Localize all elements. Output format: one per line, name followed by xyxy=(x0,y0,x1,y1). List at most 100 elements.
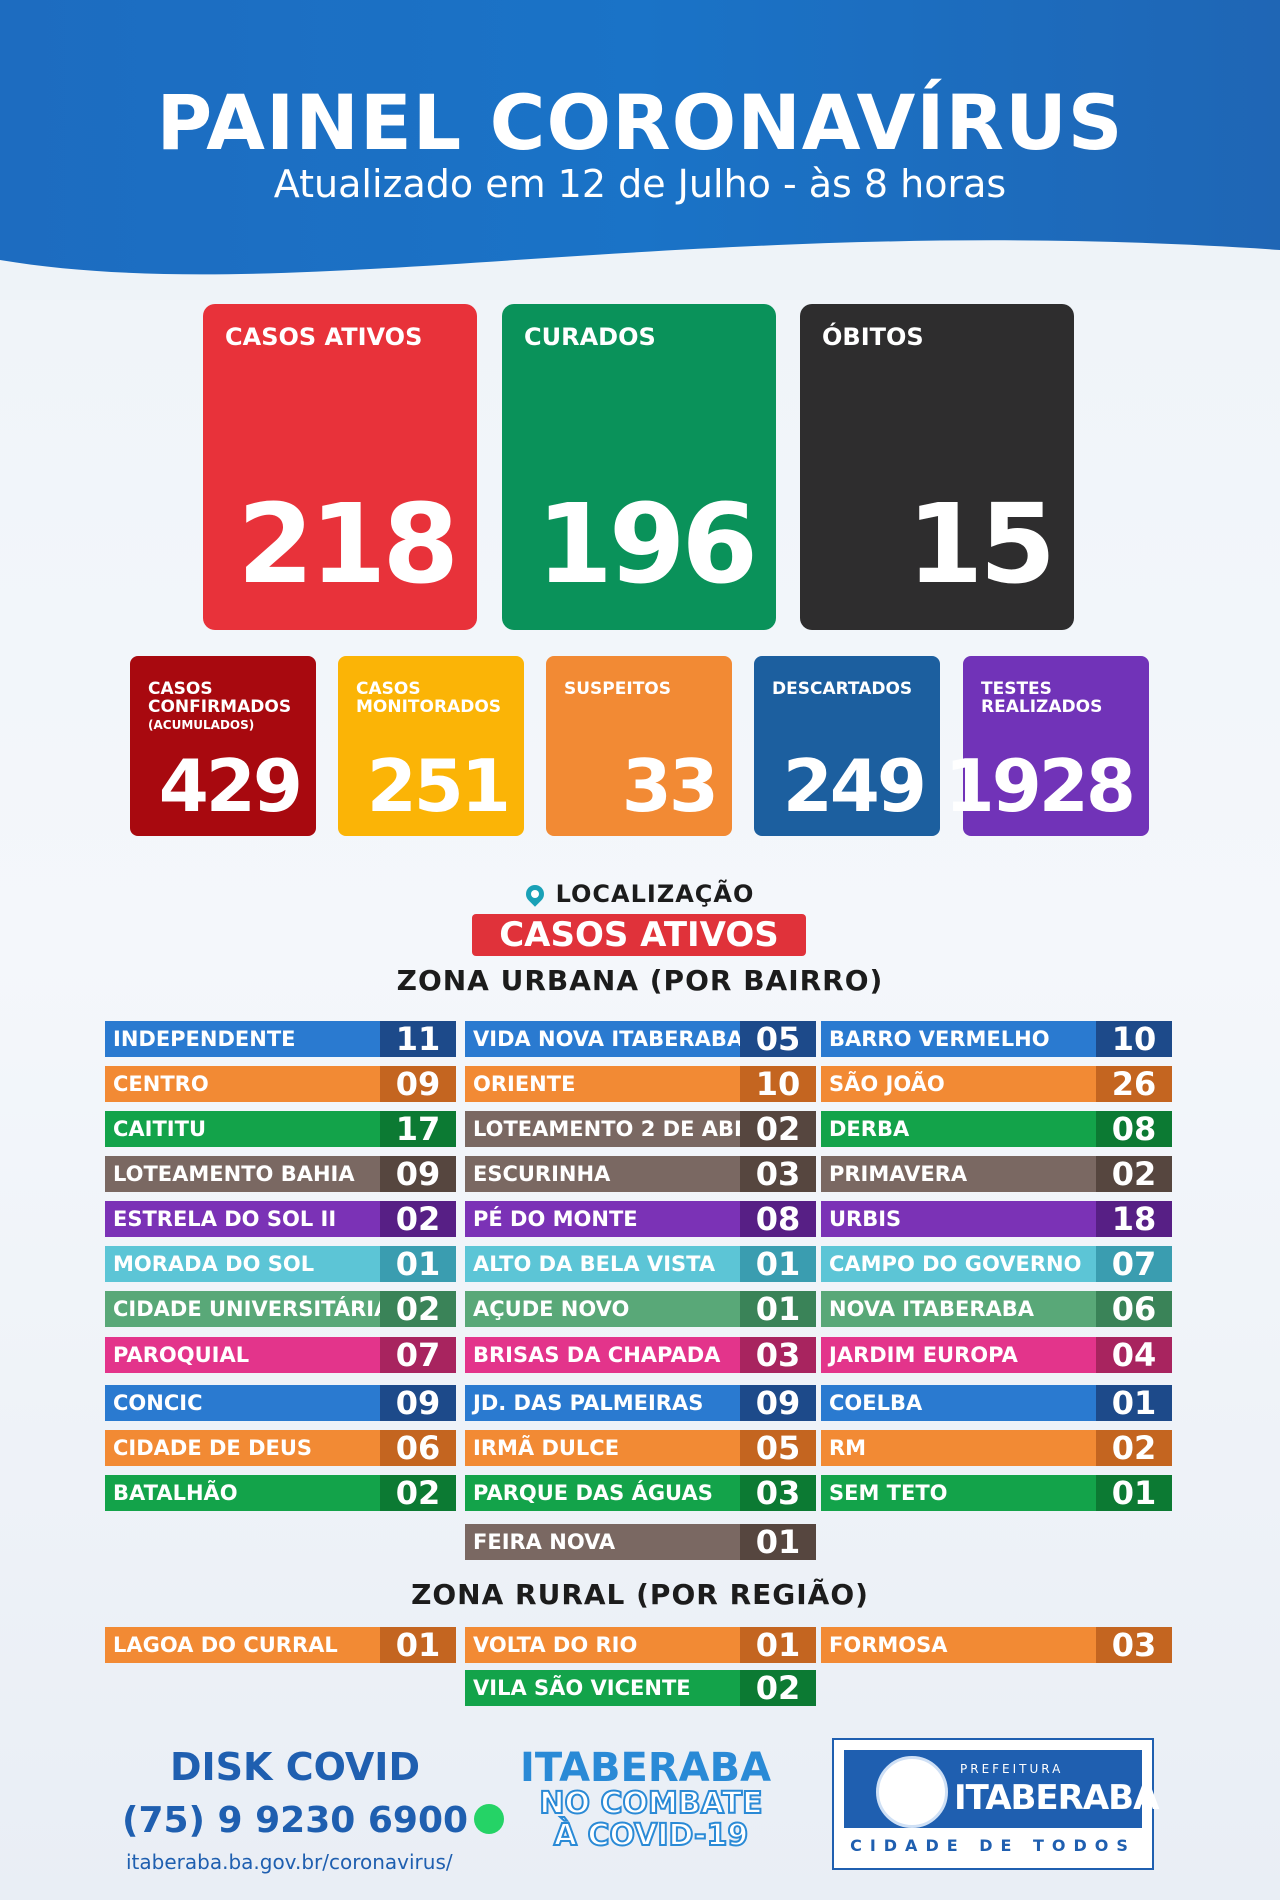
neighborhood-row: PAROQUIAL 07 xyxy=(105,1337,456,1373)
card-label: CASOS CONFIRMADOS (ACUMULADOS) xyxy=(148,679,292,732)
neighborhood-row: CENTRO 09 xyxy=(105,1066,456,1102)
neighborhood-count: 06 xyxy=(1096,1291,1172,1327)
card-value: 196 xyxy=(536,480,758,608)
neighborhood-row: SEM TETO 01 xyxy=(821,1475,1172,1511)
neighborhood-name: LOTEAMENTO 2 DE ABRIL xyxy=(473,1117,740,1141)
neighborhood-name: CIDADE UNIVERSITÁRIA xyxy=(113,1297,380,1321)
phone-number[interactable]: (75) 9 9230 6900 xyxy=(122,1800,505,1841)
neighborhood-name: CAMPO DO GOVERNO xyxy=(829,1252,1082,1276)
page-subtitle: Atualizado em 12 de Julho - às 8 horas xyxy=(273,162,1007,206)
neighborhood-count: 01 xyxy=(740,1291,816,1327)
neighborhood-name: VILA SÃO VICENTE xyxy=(473,1676,691,1700)
neighborhood-count: 09 xyxy=(380,1066,456,1102)
neighborhood-count: 02 xyxy=(740,1670,816,1706)
neighborhood-name: PRIMAVERA xyxy=(829,1162,968,1186)
neighborhood-name: ESTRELA DO SOL II xyxy=(113,1207,337,1231)
neighborhood-count: 17 xyxy=(380,1111,456,1147)
card-casos-monitorados: CASOS MONITORADOS 251 xyxy=(338,656,524,836)
card-value: 218 xyxy=(237,480,459,608)
neighborhood-name: SÃO JOÃO xyxy=(829,1072,945,1096)
neighborhood-name: LAGOA DO CURRAL xyxy=(113,1633,338,1657)
neighborhood-row: CONCIC 09 xyxy=(105,1385,456,1421)
card-label: CASOS ATIVOS xyxy=(225,323,423,351)
neighborhood-name: PAROQUIAL xyxy=(113,1343,250,1367)
neighborhood-count: 07 xyxy=(1096,1246,1172,1282)
card-label: DESCARTADOS xyxy=(772,679,913,699)
neighborhood-name: CENTRO xyxy=(113,1072,209,1096)
neighborhood-name: PARQUE DAS ÁGUAS xyxy=(473,1481,713,1505)
neighborhood-count: 03 xyxy=(740,1337,816,1373)
neighborhood-row: ALTO DA BELA VISTA 01 xyxy=(465,1246,816,1282)
neighborhood-row: PÉ DO MONTE 08 xyxy=(465,1201,816,1237)
urban-zone-title: ZONA URBANA (POR BAIRRO) xyxy=(396,964,884,997)
neighborhood-name: INDEPENDENTE xyxy=(113,1027,296,1051)
neighborhood-row: FEIRA NOVA 01 xyxy=(465,1524,816,1560)
neighborhood-name: JARDIM EUROPA xyxy=(829,1343,1018,1367)
card-curados: CURADOS 196 xyxy=(502,304,776,630)
neighborhood-row: ESCURINHA 03 xyxy=(465,1156,816,1192)
card-value: 249 xyxy=(782,744,927,828)
neighborhood-name: COELBA xyxy=(829,1391,923,1415)
neighborhood-count: 18 xyxy=(1096,1201,1172,1237)
neighborhood-name: JD. DAS PALMEIRAS xyxy=(473,1391,704,1415)
card-casos-confirmados: CASOS CONFIRMADOS (ACUMULADOS) 429 xyxy=(130,656,316,836)
neighborhood-count: 02 xyxy=(1096,1156,1172,1192)
card-suspeitos: SUSPEITOS 33 xyxy=(546,656,732,836)
neighborhood-name: VIDA NOVA ITABERABA xyxy=(473,1027,740,1051)
neighborhood-name: LOTEAMENTO BAHIA xyxy=(113,1162,355,1186)
neighborhood-name: ESCURINHA xyxy=(473,1162,611,1186)
location-pin-icon xyxy=(521,881,548,907)
neighborhood-count: 10 xyxy=(1096,1021,1172,1057)
neighborhood-name: BATALHÃO xyxy=(113,1481,238,1505)
header-banner xyxy=(0,0,1280,300)
neighborhood-count: 04 xyxy=(1096,1337,1172,1373)
neighborhood-count: 06 xyxy=(380,1430,456,1466)
neighborhood-row: BRISAS DA CHAPADA 03 xyxy=(465,1337,816,1373)
neighborhood-row: AÇUDE NOVO 01 xyxy=(465,1291,816,1327)
neighborhood-name: CONCIC xyxy=(113,1391,203,1415)
card-value: 15 xyxy=(906,480,1056,608)
neighborhood-name: CIDADE DE DEUS xyxy=(113,1436,313,1460)
whatsapp-icon xyxy=(474,1804,505,1834)
card-value: 33 xyxy=(621,744,719,828)
neighborhood-row: BATALHÃO 02 xyxy=(105,1475,456,1511)
neighborhood-name: CAITITU xyxy=(113,1117,206,1141)
neighborhood-count: 02 xyxy=(1096,1430,1172,1466)
neighborhood-row: ORIENTE 10 xyxy=(465,1066,816,1102)
active-cases-badge: CASOS ATIVOS xyxy=(472,914,806,956)
neighborhood-row: DERBA 08 xyxy=(821,1111,1172,1147)
card-obitos: ÓBITOS 15 xyxy=(800,304,1074,630)
card-label: CURADOS xyxy=(524,323,656,351)
neighborhood-row: LOTEAMENTO BAHIA 09 xyxy=(105,1156,456,1192)
neighborhood-name: BRISAS DA CHAPADA xyxy=(473,1343,721,1367)
neighborhood-name: RM xyxy=(829,1436,867,1460)
neighborhood-count: 07 xyxy=(380,1337,456,1373)
neighborhood-row: NOVA ITABERABA 06 xyxy=(821,1291,1172,1327)
neighborhood-count: 26 xyxy=(1096,1066,1172,1102)
card-value: 429 xyxy=(158,744,303,828)
neighborhood-count: 01 xyxy=(1096,1475,1172,1511)
neighborhood-name: BARRO VERMELHO xyxy=(829,1027,1050,1051)
neighborhood-count: 03 xyxy=(1096,1627,1172,1663)
neighborhood-row: BARRO VERMELHO 10 xyxy=(821,1021,1172,1057)
neighborhood-row: ESTRELA DO SOL II 02 xyxy=(105,1201,456,1237)
neighborhood-row: LAGOA DO CURRAL 01 xyxy=(105,1627,456,1663)
slogan-city: ITABERABA xyxy=(520,1745,772,1791)
neighborhood-count: 02 xyxy=(380,1475,456,1511)
neighborhood-count: 10 xyxy=(740,1066,816,1102)
neighborhood-count: 05 xyxy=(740,1430,816,1466)
neighborhood-row: CIDADE DE DEUS 06 xyxy=(105,1430,456,1466)
neighborhood-name: VOLTA DO RIO xyxy=(473,1633,638,1657)
neighborhood-row: INDEPENDENTE 11 xyxy=(105,1021,456,1057)
website-link[interactable]: itaberaba.ba.gov.br/coronavirus/ xyxy=(126,1850,453,1874)
neighborhood-row: JARDIM EUROPA 04 xyxy=(821,1337,1172,1373)
neighborhood-name: FORMOSA xyxy=(829,1633,948,1657)
neighborhood-count: 01 xyxy=(1096,1385,1172,1421)
neighborhood-count: 11 xyxy=(380,1021,456,1057)
neighborhood-row: SÃO JOÃO 26 xyxy=(821,1066,1172,1102)
neighborhood-name: SEM TETO xyxy=(829,1481,948,1505)
neighborhood-count: 09 xyxy=(380,1156,456,1192)
card-label: SUSPEITOS xyxy=(564,679,671,699)
neighborhood-name: DERBA xyxy=(829,1117,910,1141)
logo-city: ITABERABA xyxy=(954,1778,1159,1818)
